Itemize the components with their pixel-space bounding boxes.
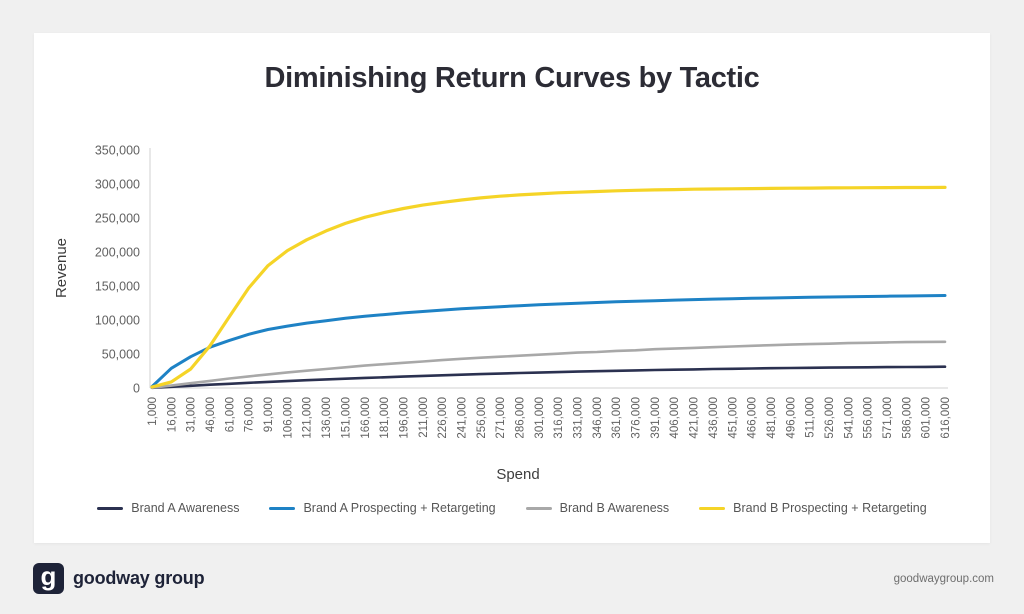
- x-tick-label: 181,000: [379, 397, 391, 439]
- goodway-group-logo-icon: g: [33, 563, 64, 594]
- y-tick-label: 50,000: [102, 348, 140, 362]
- x-tick-label: 586,000: [901, 397, 913, 439]
- y-tick-label: 150,000: [95, 280, 140, 294]
- x-tick-label: 211,000: [418, 397, 430, 438]
- chart-title: Diminishing Return Curves by Tactic: [264, 62, 760, 94]
- x-tick-label: 496,000: [785, 397, 797, 439]
- x-tick-label: 46,000: [205, 397, 217, 432]
- x-tick-label: 526,000: [824, 397, 836, 439]
- x-tick-label: 136,000: [321, 397, 333, 439]
- x-tick-label: 436,000: [708, 397, 720, 439]
- legend-swatch: [97, 506, 124, 510]
- y-tick-label: 100,000: [95, 314, 140, 328]
- x-tick-label: 106,000: [282, 397, 294, 439]
- brand-name: goodway group: [73, 568, 205, 588]
- legend-item-brand-b-awareness: Brand B Awareness: [525, 501, 670, 515]
- brand-lockup: g goodway group: [33, 563, 205, 594]
- x-tick-label: 241,000: [456, 397, 468, 439]
- x-tick-label: 601,000: [921, 397, 933, 439]
- x-tick-label: 226,000: [437, 397, 449, 439]
- x-tick-label: 391,000: [650, 397, 662, 439]
- x-tick-label: 256,000: [476, 397, 488, 439]
- x-tick-label: 16,000: [166, 397, 178, 432]
- series-line-brand-b-prospecting-retargeting: [150, 185, 947, 389]
- x-tick-label: 1,000: [147, 397, 159, 426]
- x-tick-label: 481,000: [766, 397, 778, 439]
- y-tick-label: 0: [133, 382, 140, 396]
- x-tick-label: 571,000: [882, 397, 894, 439]
- website-url: goodwaygroup.com: [893, 572, 994, 585]
- x-tick-label: 616,000: [940, 397, 952, 439]
- legend-label: Brand A Awareness: [131, 501, 240, 515]
- x-tick-label: 61,000: [224, 397, 236, 432]
- series-lines: [150, 185, 947, 390]
- x-tick-label: 556,000: [863, 397, 875, 439]
- x-tick-label: 286,000: [515, 397, 527, 439]
- series-line-brand-a-awareness: [150, 365, 947, 390]
- x-tick-label: 361,000: [611, 397, 623, 439]
- x-tick-label: 376,000: [631, 397, 643, 439]
- x-tick-label: 271,000: [495, 397, 507, 439]
- x-tick-label: 421,000: [689, 397, 701, 439]
- x-tick-label: 151,000: [340, 397, 352, 439]
- legend-label: Brand B Prospecting + Retargeting: [733, 501, 927, 515]
- footer: g goodway group goodwaygroup.com: [0, 543, 1024, 614]
- x-tick-label: 346,000: [592, 397, 604, 439]
- x-tick-label: 31,000: [186, 397, 198, 432]
- x-tick-label: 541,000: [843, 397, 855, 439]
- y-tick-label: 350,000: [95, 144, 140, 158]
- axes: [149, 148, 948, 389]
- legend-swatch: [525, 506, 552, 510]
- legend-swatch: [699, 506, 726, 510]
- x-tick-label: 121,000: [302, 397, 314, 439]
- legend-item-brand-a-awareness: Brand A Awareness: [97, 501, 239, 515]
- series-line-brand-b-awareness: [150, 340, 947, 390]
- x-tick-label: 466,000: [747, 397, 759, 439]
- x-tick-labels: 1,000 16,000 31,000 46,000 61,000 76,000 91,00…: [147, 397, 952, 439]
- x-tick-label: 301,000: [534, 397, 546, 439]
- legend-label: Brand A Prospecting + Retargeting: [303, 501, 496, 515]
- x-tick-label: 196,000: [398, 397, 410, 439]
- y-tick-label: 200,000: [95, 246, 140, 260]
- y-tick-label: 250,000: [95, 212, 140, 226]
- legend-item-brand-b-prospecting-retargeting: Brand B Prospecting + Retargeting: [699, 501, 927, 515]
- x-tick-label: 166,000: [360, 397, 372, 439]
- logo-glyph: g: [40, 561, 57, 591]
- y-axis-title: Revenue: [53, 238, 70, 298]
- legend-swatch: [269, 506, 296, 510]
- y-tick-label: 300,000: [95, 178, 140, 192]
- x-tick-label: 91,000: [263, 397, 275, 432]
- x-tick-label: 406,000: [669, 397, 681, 439]
- chart-legend: Brand A Awareness Brand A Prospecting + R…: [34, 501, 990, 515]
- legend-item-brand-a-prospecting-retargeting: Brand A Prospecting + Retargeting: [269, 501, 496, 515]
- x-axis-title: Spend: [496, 466, 539, 483]
- x-tick-label: 511,000: [805, 397, 817, 438]
- x-tick-label: 316,000: [553, 397, 565, 439]
- x-tick-label: 451,000: [727, 397, 739, 439]
- x-tick-label: 331,000: [573, 397, 585, 439]
- x-tick-label: 76,000: [244, 397, 256, 432]
- series-line-brand-a-prospecting-retargeting: [150, 294, 947, 389]
- legend-label: Brand B Awareness: [559, 501, 670, 515]
- y-tick-labels: 0 50,000 100,000 150,000 200,000 250,000 300,0…: [95, 144, 140, 396]
- chart-card: [34, 33, 990, 543]
